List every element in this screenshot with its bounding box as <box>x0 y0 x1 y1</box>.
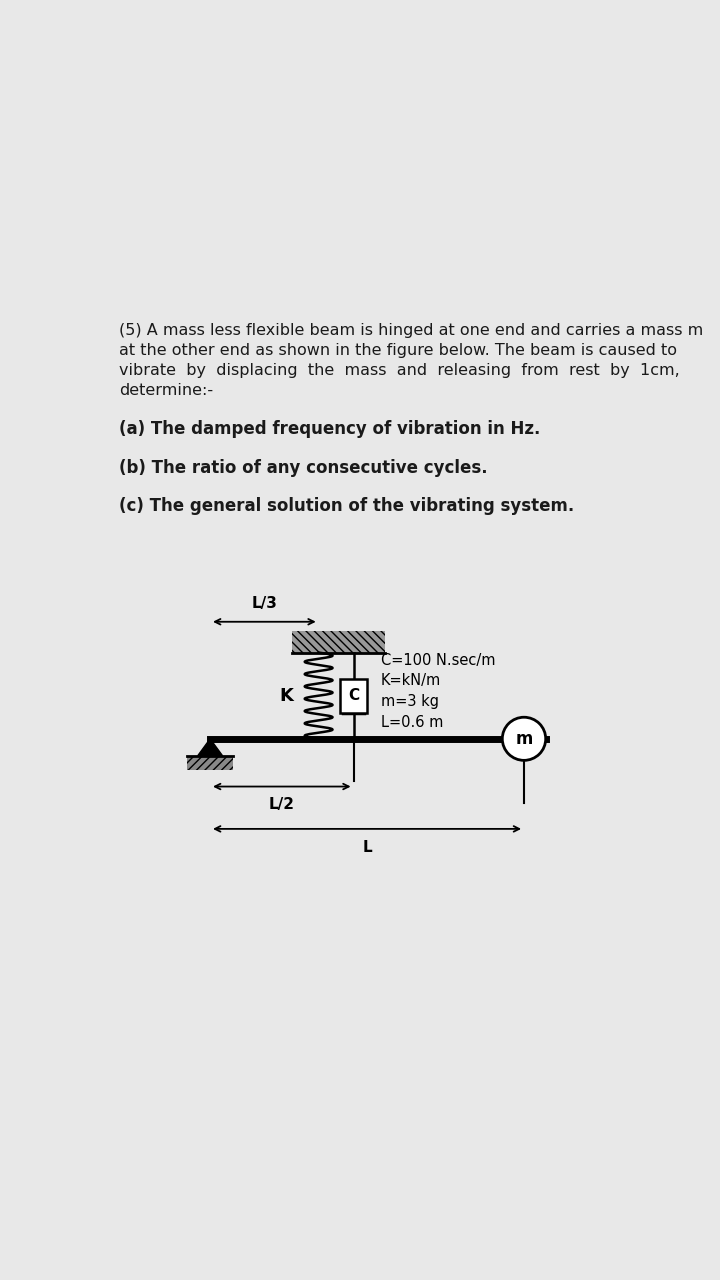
Text: C=100 N.sec/m: C=100 N.sec/m <box>381 653 495 668</box>
Circle shape <box>503 717 546 760</box>
Text: (c) The general solution of the vibrating system.: (c) The general solution of the vibratin… <box>120 497 575 515</box>
Text: (5) A mass less flexible beam is hinged at one end and carries a mass m: (5) A mass less flexible beam is hinged … <box>120 323 703 338</box>
Bar <box>187 755 233 769</box>
Text: m=3 kg: m=3 kg <box>381 694 438 709</box>
Text: L: L <box>362 840 372 855</box>
Polygon shape <box>198 739 222 755</box>
Text: vibrate  by  displacing  the  mass  and  releasing  from  rest  by  1cm,: vibrate by displacing the mass and relea… <box>120 364 680 378</box>
Text: C: C <box>348 689 359 703</box>
Text: L/3: L/3 <box>251 596 277 611</box>
Text: K=kN/m: K=kN/m <box>381 673 441 689</box>
Text: at the other end as shown in the figure below. The beam is caused to: at the other end as shown in the figure … <box>120 343 678 358</box>
Bar <box>292 631 384 653</box>
Text: L=0.6 m: L=0.6 m <box>381 716 443 730</box>
Text: (b) The ratio of any consecutive cycles.: (b) The ratio of any consecutive cycles. <box>120 458 488 476</box>
Text: L/2: L/2 <box>269 797 294 813</box>
Bar <box>340 678 367 713</box>
Text: K: K <box>279 686 293 705</box>
Text: (a) The damped frequency of vibration in Hz.: (a) The damped frequency of vibration in… <box>120 420 541 438</box>
Text: m: m <box>516 730 533 748</box>
Text: determine:-: determine:- <box>120 383 214 398</box>
